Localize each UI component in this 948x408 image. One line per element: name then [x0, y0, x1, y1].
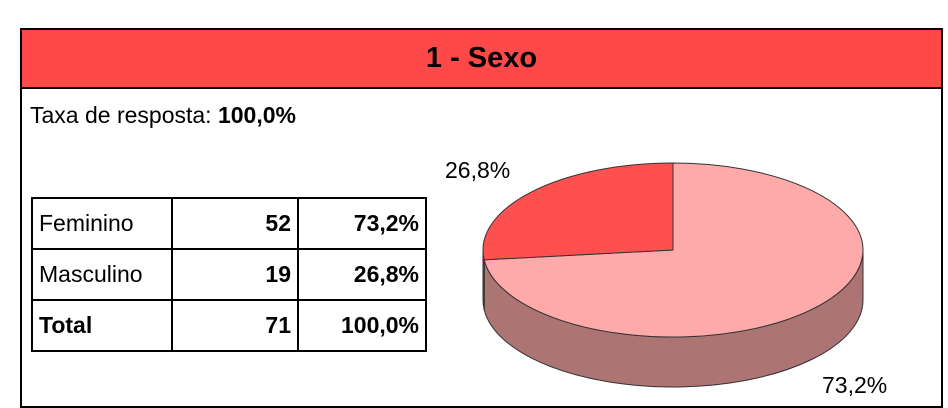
cell: 19 — [171, 248, 299, 301]
cell: Total — [31, 299, 173, 352]
response-rate: Taxa de resposta: 100,0% — [30, 102, 296, 129]
slice — [482, 162, 674, 261]
cell: 71 — [171, 299, 299, 352]
data-label: 73,2% — [822, 372, 887, 398]
rate-value: 100,0% — [217, 102, 296, 128]
cell: 73,2% — [297, 197, 427, 250]
panel: 1 - Sexo Taxa de resposta: 100,0% Femini… — [20, 28, 943, 408]
row: Feminino 52 73,2% — [31, 197, 427, 250]
data-label: 26,8% — [445, 157, 510, 183]
summary-table: Feminino 52 73,2% Masculino 19 26,8% Total 71… — [31, 197, 427, 352]
rate-label: Taxa de resposta: — [30, 102, 212, 128]
cell: Masculino — [31, 248, 173, 301]
cell: Feminino — [31, 197, 173, 250]
row: Masculino 19 26,8% — [31, 248, 427, 301]
section-title: 1 - Sexo — [22, 30, 941, 89]
row: Total 71 100,0% — [31, 299, 427, 352]
slice — [483, 162, 864, 338]
cell: 52 — [171, 197, 299, 250]
cell: 26,8% — [297, 248, 427, 301]
cell: 100,0% — [297, 299, 427, 352]
